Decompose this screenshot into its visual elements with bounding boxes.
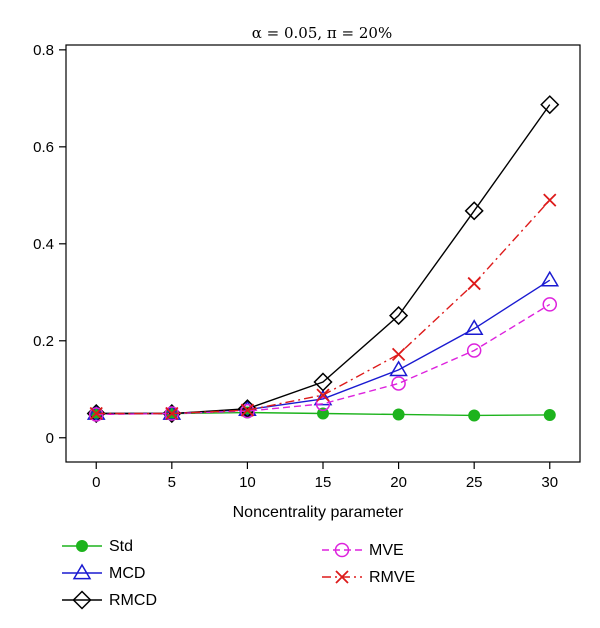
legend-item-std: Std — [62, 538, 133, 555]
data-point-mcd — [313, 389, 333, 406]
legend-item-rmve: RMVE — [322, 569, 415, 586]
data-point-rmve — [543, 193, 557, 207]
x-tick-label: 15 — [315, 474, 332, 491]
legend-marker-mve — [334, 542, 350, 558]
series-rmcd — [86, 95, 560, 424]
legend-label-rmve: RMVE — [369, 569, 415, 586]
legend-marker-rmve — [335, 570, 349, 584]
x-tick-label: 20 — [390, 474, 407, 491]
data-point-rmve — [316, 388, 330, 402]
data-point-rmve — [467, 276, 481, 291]
x-tick-label: 30 — [541, 474, 558, 491]
series-line-rmcd — [96, 104, 551, 415]
data-point-rmve — [165, 406, 179, 421]
y-tick-label: 0 — [46, 430, 54, 447]
data-point-mcd — [464, 319, 484, 336]
data-point-rmve — [240, 403, 255, 417]
legend-label-mve: MVE — [369, 542, 404, 559]
data-point-std — [317, 407, 329, 420]
data-point-mcd — [86, 404, 106, 420]
series-rmve — [89, 193, 557, 421]
series-layer — [86, 95, 560, 424]
data-point-std — [543, 408, 556, 421]
y-tick-label: 0.4 — [33, 236, 54, 253]
legend-item-mcd: MCD — [62, 563, 145, 582]
legend-marker-rmcd — [72, 590, 92, 610]
data-point-std — [468, 409, 481, 422]
legend-label-std: Std — [109, 538, 133, 555]
data-point-rmve — [391, 347, 406, 361]
y-tick-label: 0.8 — [33, 42, 54, 59]
data-point-std — [392, 408, 405, 421]
data-point-mcd — [162, 404, 182, 420]
data-point-rmcd — [540, 95, 560, 115]
data-point-mve — [315, 396, 331, 412]
axes: 0 5 10 15 20 25 30 0 0.2 0.4 0.6 0.8 — [33, 42, 558, 491]
legend-label-rmcd: RMCD — [109, 592, 157, 609]
data-point-rmcd — [464, 201, 484, 221]
data-point-mve — [240, 403, 255, 419]
y-tick-label: 0.2 — [33, 333, 54, 350]
y-tick-label: 0.6 — [33, 139, 54, 156]
x-tick-label: 0 — [92, 474, 100, 491]
data-point-mve — [466, 343, 482, 358]
data-point-mve — [391, 376, 406, 391]
series-line-mcd — [96, 279, 551, 415]
x-tick-label: 25 — [466, 474, 483, 491]
data-point-rmve — [89, 406, 103, 421]
data-point-mcd — [540, 270, 560, 287]
legend-marker-std — [76, 540, 88, 552]
data-point-rmcd — [389, 306, 409, 326]
legend: Std MCD RMCD MVE RMVE — [62, 538, 415, 610]
data-point-mcd — [389, 360, 408, 377]
legend-item-rmcd: RMCD — [62, 590, 157, 610]
series-line-mve — [96, 303, 551, 416]
data-point-rmcd — [313, 372, 333, 392]
legend-marker-mcd — [72, 563, 92, 580]
legend-label-mcd: MCD — [109, 565, 145, 582]
legend-item-mve: MVE — [322, 542, 404, 559]
data-point-mve — [88, 407, 104, 422]
data-point-mve — [542, 297, 558, 312]
x-axis-label: Noncentrality parameter — [233, 504, 404, 521]
series-mve — [88, 297, 558, 422]
x-tick-label: 5 — [168, 474, 176, 491]
chart-title: α = 0.05, π = 20% — [252, 24, 392, 42]
x-tick-label: 10 — [239, 474, 256, 491]
